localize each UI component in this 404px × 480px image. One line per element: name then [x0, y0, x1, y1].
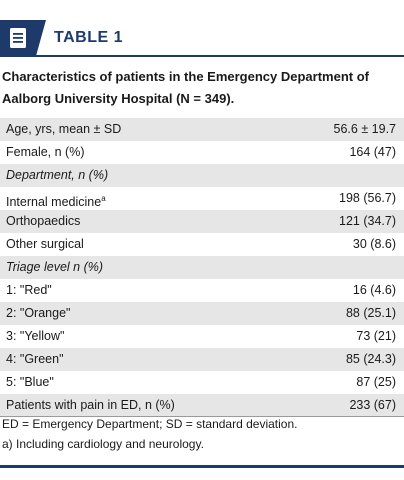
- row-value: 56.6 ± 19.7: [333, 122, 396, 136]
- header-rule: [0, 55, 404, 57]
- row-value: 88 (25.1): [345, 306, 396, 320]
- header-bar: TABLE 1: [0, 20, 404, 57]
- table-section-row: Department, n (%): [0, 164, 404, 187]
- row-label: 2: "Orange": [6, 306, 71, 320]
- bottom-rule: [0, 465, 404, 468]
- table-row: Female, n (%) 164 (47): [0, 141, 404, 164]
- table-row: Internal medicinea 198 (56.7): [0, 187, 404, 210]
- row-value: 164 (47): [349, 145, 396, 159]
- row-value: 16 (4.6): [352, 283, 396, 297]
- table-row: Patients with pain in ED, n (%) 233 (67): [0, 394, 404, 417]
- row-value: 121 (34.7): [339, 214, 396, 228]
- row-label: 4: "Green": [6, 352, 64, 366]
- table-row: Age, yrs, mean ± SD 56.6 ± 19.7: [0, 118, 404, 141]
- footnote-marker: a: [101, 194, 106, 203]
- row-label: Female, n (%): [6, 145, 85, 159]
- table-row: 5: "Blue" 87 (25): [0, 371, 404, 394]
- row-label: Internal medicine: [6, 195, 102, 210]
- row-value: 85 (24.3): [345, 352, 396, 366]
- row-value: 233 (67): [349, 398, 396, 412]
- patient-characteristics-table: Age, yrs, mean ± SD 56.6 ± 19.7 Female, n …: [0, 118, 404, 417]
- row-label: Orthopaedics: [6, 214, 81, 228]
- table-header: TABLE 1: [0, 20, 404, 57]
- footnote-a: a) Including cardiology and neurology.: [2, 437, 204, 451]
- row-value: 198 (56.7): [339, 191, 396, 205]
- row-label: Age, yrs, mean ± SD: [6, 122, 122, 136]
- table-row: 1: "Red" 16 (4.6): [0, 279, 404, 302]
- table-section-row: Triage level n (%): [0, 256, 404, 279]
- table-row: 2: "Orange" 88 (25.1): [0, 302, 404, 325]
- table-number: TABLE 1: [54, 29, 123, 46]
- table-row: Other surgical 30 (8.6): [0, 233, 404, 256]
- row-label: Other surgical: [6, 237, 84, 251]
- table-row: 3: "Yellow" 73 (21): [0, 325, 404, 348]
- row-value: 87 (25): [356, 375, 396, 389]
- row-label: 5: "Blue": [6, 375, 54, 389]
- document-icon: [10, 28, 26, 48]
- table-row: 4: "Green" 85 (24.3): [0, 348, 404, 371]
- row-label: Triage level n (%): [6, 260, 104, 274]
- row-label: Department, n (%): [6, 168, 109, 182]
- table-row: Orthopaedics 121 (34.7): [0, 210, 404, 233]
- row-value: 73 (21): [356, 329, 396, 343]
- row-label: 3: "Yellow": [6, 329, 65, 343]
- header-slant: [36, 20, 46, 56]
- table-footnotes: ED = Emergency Department; SD = standard…: [2, 414, 400, 454]
- row-value: 30 (8.6): [352, 237, 396, 251]
- footnote-abbreviations: ED = Emergency Department; SD = standard…: [2, 417, 298, 431]
- row-label: 1: "Red": [6, 283, 52, 297]
- table-caption: Characteristics of patients in the Emerg…: [2, 69, 369, 106]
- row-label: Patients with pain in ED, n (%): [6, 398, 175, 412]
